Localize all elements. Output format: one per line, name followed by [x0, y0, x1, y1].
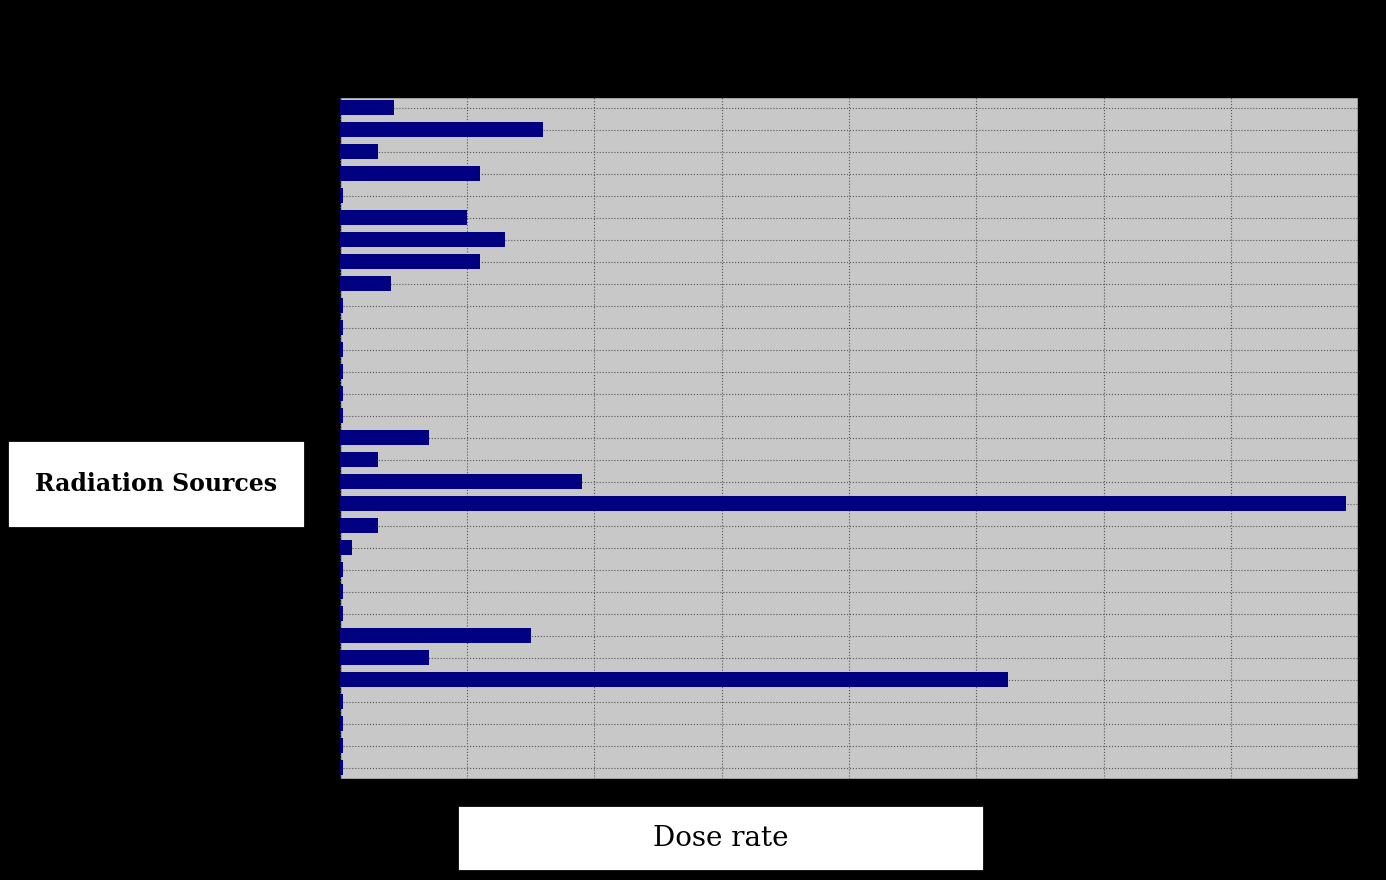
Bar	[340, 672, 1008, 687]
Bar	[340, 496, 1346, 511]
Bar	[340, 210, 467, 225]
Bar	[340, 166, 480, 181]
Bar	[340, 452, 378, 467]
Bar	[340, 386, 342, 401]
Bar	[340, 144, 378, 159]
Title: 評価点【 bp93 】の線量率内訳（合計=0.508±0.002（mSv/y））
評価DB：ver0005（20131115T120000）／評価日時：2014: 評価点【 bp93 】の線量率内訳（合計=0.508±0.002（mSv/y））…	[559, 62, 1139, 92]
Bar	[340, 694, 342, 709]
Text: Radiation Sources: Radiation Sources	[35, 472, 277, 496]
Bar	[340, 606, 342, 621]
Bar	[340, 408, 342, 423]
Text: Dose rate: Dose rate	[653, 825, 789, 852]
Bar	[340, 540, 352, 555]
Y-axis label: 線源TAG: 線源TAG	[272, 414, 287, 462]
Bar	[340, 232, 505, 247]
Bar	[340, 254, 480, 269]
Bar	[340, 276, 391, 291]
Bar	[340, 628, 531, 643]
Bar	[340, 584, 342, 599]
Bar	[340, 474, 582, 489]
Bar	[340, 716, 342, 731]
X-axis label: 線量率（mSv/y）: 線量率（mSv/y）	[802, 807, 895, 822]
Bar	[340, 342, 342, 357]
Bar	[340, 562, 342, 577]
Bar	[340, 738, 342, 753]
Bar	[340, 298, 342, 313]
Bar	[340, 100, 394, 115]
Bar	[340, 760, 342, 775]
Bar	[340, 364, 342, 379]
Bar	[340, 430, 428, 445]
Bar	[340, 122, 543, 137]
Bar	[340, 518, 378, 533]
Bar	[340, 320, 342, 335]
Bar	[340, 188, 342, 203]
Bar	[340, 650, 428, 665]
